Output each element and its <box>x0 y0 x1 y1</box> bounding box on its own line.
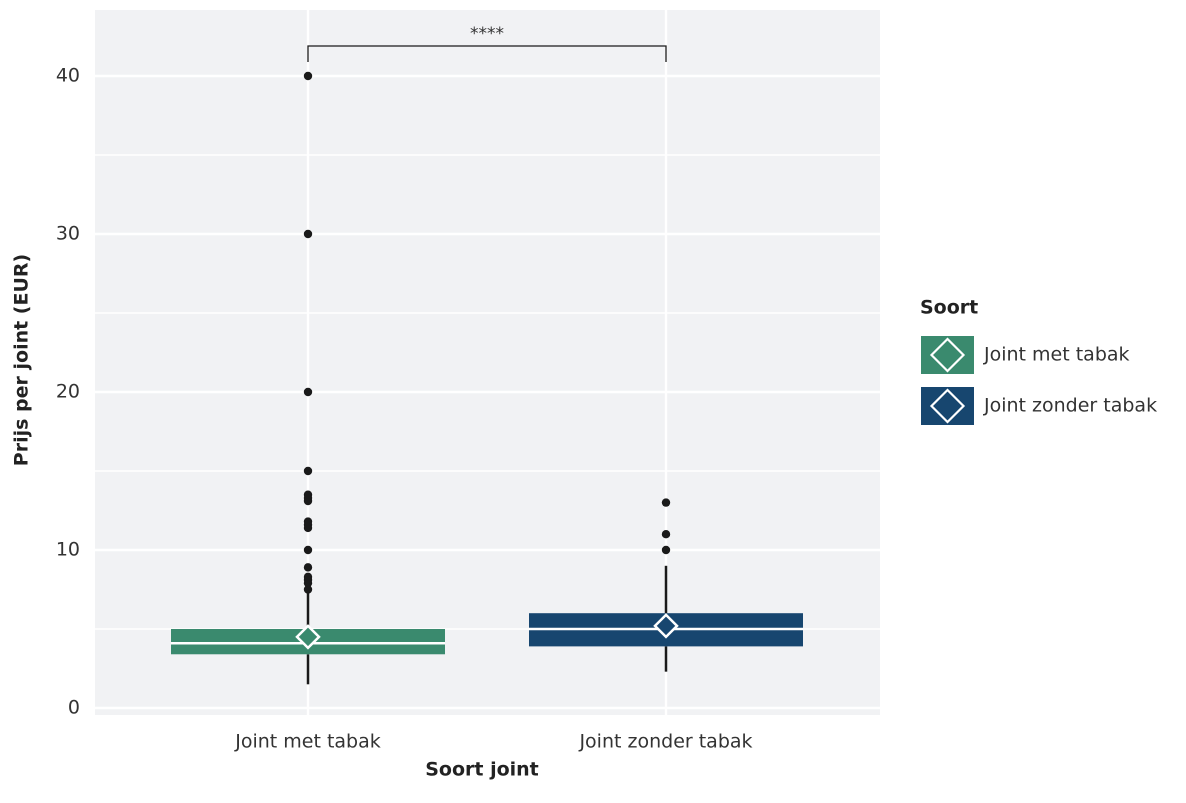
legend-label: Joint zonder tabak <box>983 395 1157 417</box>
mean-diamond <box>653 613 679 639</box>
legend-title: Soort <box>920 297 978 319</box>
x-axis-title: Soort joint <box>425 759 539 781</box>
legend-items: Joint met tabak Joint zonder tabak <box>921 336 1157 425</box>
y-tick-label: 40 <box>56 65 80 87</box>
outlier-point <box>303 71 313 81</box>
outlier-point <box>303 563 313 572</box>
outlier-point <box>661 530 671 539</box>
y-tick-label: 30 <box>56 223 80 245</box>
significance-label: **** <box>470 24 504 44</box>
significance-annotations: **** <box>307 24 667 62</box>
plot-panel <box>95 10 880 715</box>
y-axis-title: Prijs per joint (EUR) <box>11 254 33 466</box>
y-tick-labels: 0 10 20 30 40 <box>56 65 80 719</box>
significance-bracket <box>307 45 667 62</box>
legend-diamond-icon <box>929 337 966 373</box>
outlier-point <box>661 545 671 555</box>
outlier-point <box>303 545 313 555</box>
outlier-point <box>303 466 313 476</box>
outlier-point <box>303 517 313 526</box>
mean-diamond <box>295 624 321 650</box>
y-tick-label: 0 <box>68 697 80 719</box>
mean-markers <box>295 613 679 650</box>
legend-label: Joint met tabak <box>983 344 1130 366</box>
x-tick-label: Joint zonder tabak <box>578 731 752 753</box>
outlier-point <box>303 229 313 239</box>
outlier-point <box>303 585 313 594</box>
outlier-points <box>303 71 671 594</box>
outlier-point <box>303 387 313 397</box>
outlier-point <box>661 498 671 507</box>
outlier-point <box>303 572 313 582</box>
x-tick-label: Joint met tabak <box>234 731 381 753</box>
legend: Soort Joint met tabak Joint zonder tabak <box>920 297 1157 425</box>
legend-diamond-icon <box>929 388 966 424</box>
whiskers <box>306 565 668 685</box>
y-tick-label: 10 <box>56 539 80 561</box>
outlier-point <box>303 490 313 499</box>
y-tick-label: 20 <box>56 381 80 403</box>
x-tick-labels: Joint met tabak Joint zonder tabak <box>234 731 752 753</box>
